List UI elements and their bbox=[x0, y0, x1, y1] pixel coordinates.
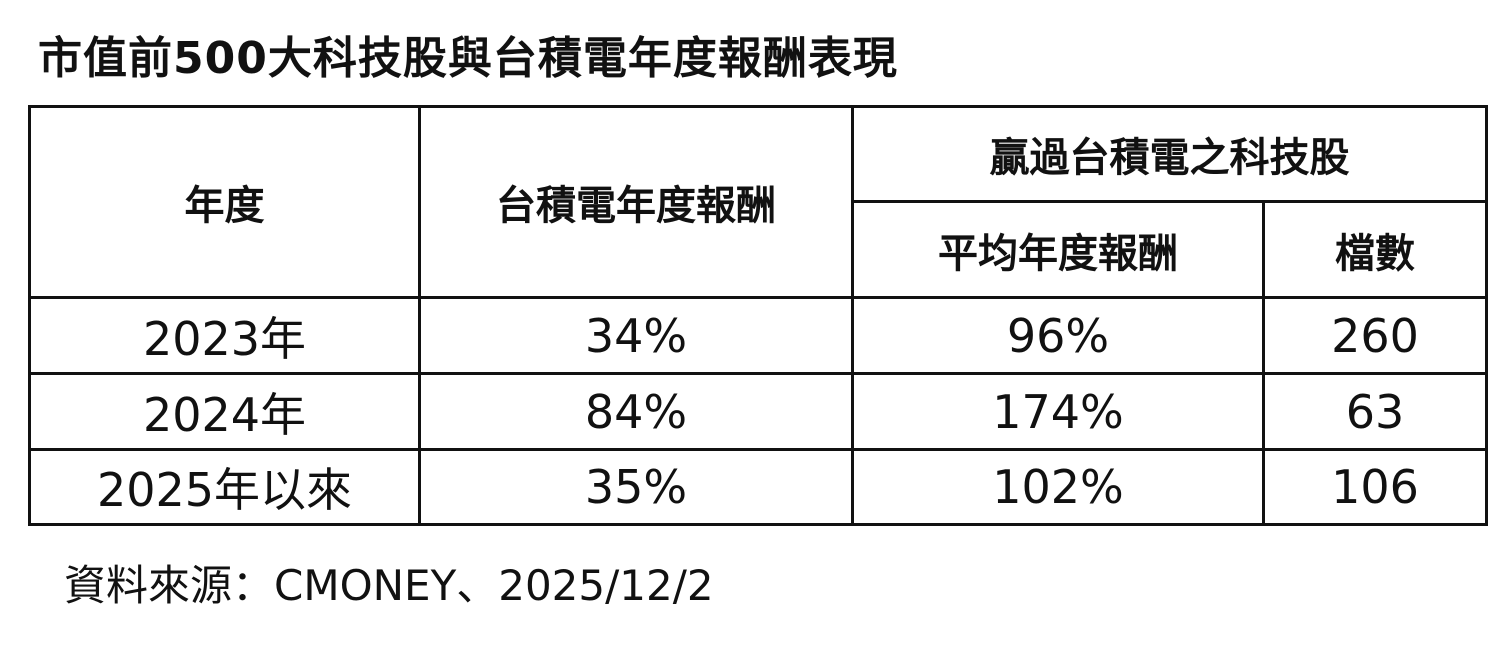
cell-avg-return: 96% bbox=[851, 296, 1265, 375]
table-row: 2024年 84% 174% 63 bbox=[28, 372, 1488, 451]
cell-tsmc-return: 35% bbox=[418, 448, 854, 526]
header-avg-return: 平均年度報酬 bbox=[851, 200, 1265, 299]
cell-count: 106 bbox=[1262, 448, 1488, 526]
header-count: 檔數 bbox=[1262, 200, 1488, 299]
cell-year: 2024年 bbox=[28, 372, 421, 451]
cell-tsmc-return: 84% bbox=[418, 372, 854, 451]
cell-count: 260 bbox=[1262, 296, 1488, 375]
page-title: 市值前500大科技股與台積電年度報酬表現 bbox=[38, 33, 898, 84]
header-row: 年度 台積電年度報酬 贏過台積電之科技股 bbox=[28, 105, 1488, 299]
header-tsmc-return: 台積電年度報酬 bbox=[418, 105, 854, 299]
header-group: 贏過台積電之科技股 bbox=[851, 105, 1488, 203]
source-note: 資料來源：CMONEY、2025/12/2 bbox=[64, 561, 714, 610]
returns-table: 年度 台積電年度報酬 贏過台積電之科技股 平均年度報酬 檔數 2023年 34%… bbox=[28, 105, 1488, 526]
cell-avg-return: 102% bbox=[851, 448, 1265, 526]
cell-count: 63 bbox=[1262, 372, 1488, 451]
header-year: 年度 bbox=[28, 105, 421, 299]
table-row: 2023年 34% 96% 260 bbox=[28, 296, 1488, 375]
cell-avg-return: 174% bbox=[851, 372, 1265, 451]
table-row: 2025年以來 35% 102% 106 bbox=[28, 448, 1488, 526]
subheader-row: 平均年度報酬 檔數 bbox=[30, 200, 1488, 299]
cell-year: 2023年 bbox=[28, 296, 421, 375]
cell-year: 2025年以來 bbox=[28, 448, 421, 526]
cell-tsmc-return: 34% bbox=[418, 296, 854, 375]
